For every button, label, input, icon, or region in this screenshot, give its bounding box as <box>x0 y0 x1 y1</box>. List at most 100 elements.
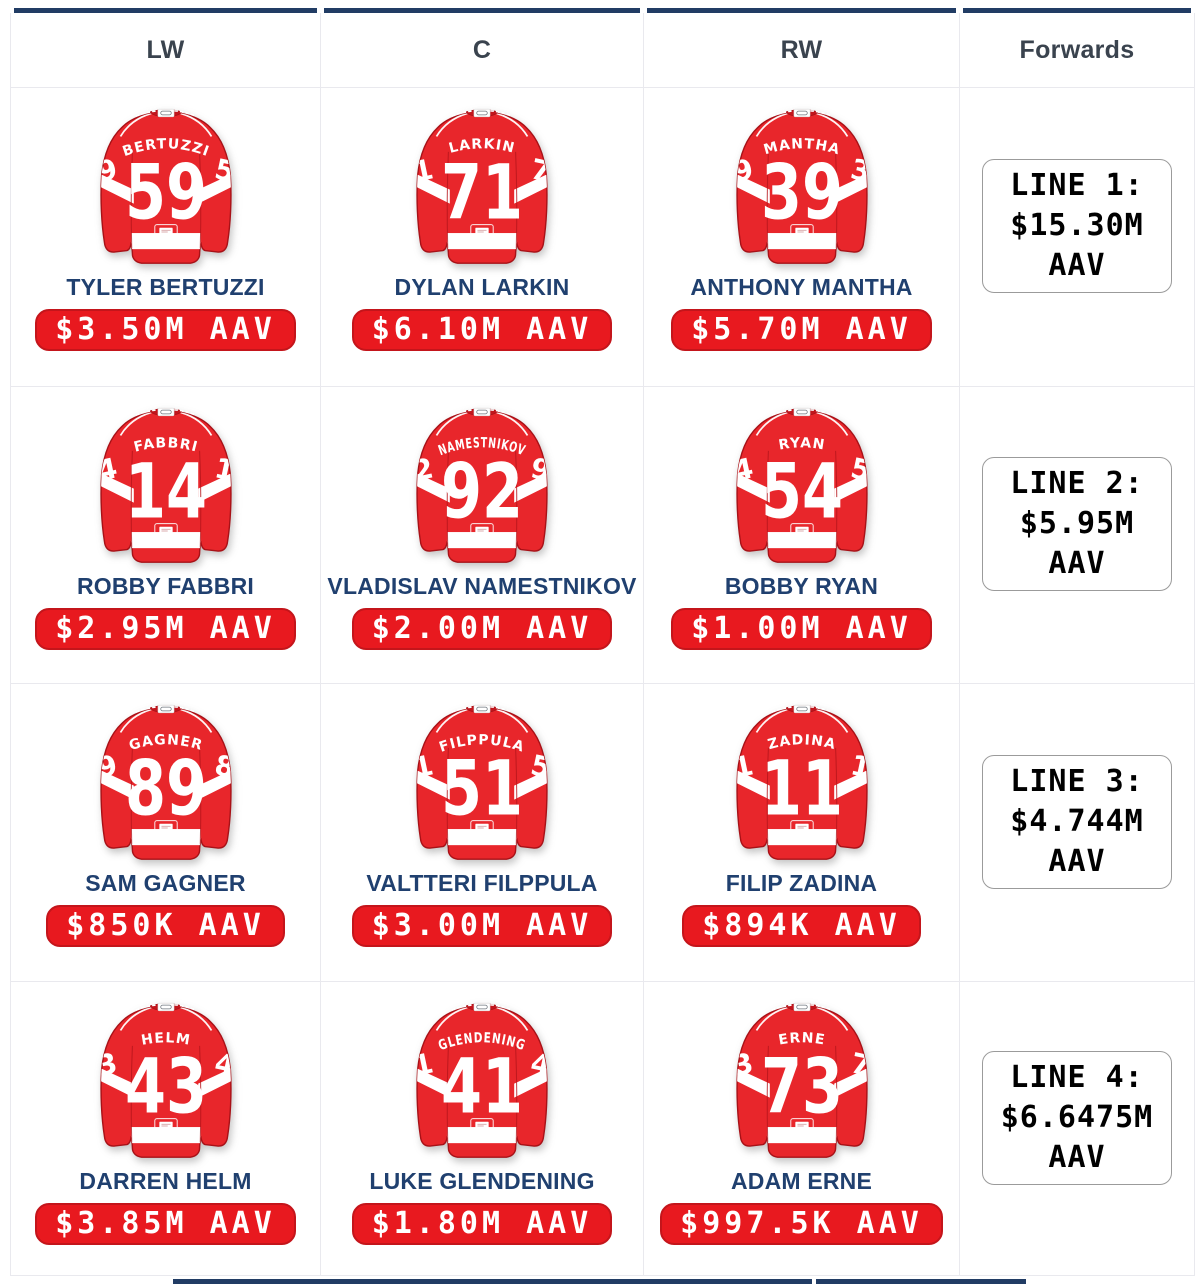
hem-tag-outline <box>470 1118 494 1132</box>
player-jersey[interactable]: 1 5 FILPPULA 51 <box>412 700 552 865</box>
right-sleeve-number: 7 <box>847 1046 871 1082</box>
jersey-number: 73 <box>760 1042 842 1130</box>
right-sleeve-stripe <box>197 470 231 503</box>
line-total-box: LINE 2: $5.95M AAV <box>982 457 1172 591</box>
hem-stripe <box>766 829 837 846</box>
hem-stripe <box>130 1127 201 1144</box>
player-name[interactable]: SAM GAGNER <box>85 870 246 896</box>
header-cell-rw: RW <box>644 8 960 88</box>
player-name[interactable]: DARREN HELM <box>79 1168 252 1194</box>
player-jersey[interactable]: 4 5 RYAN 54 <box>732 403 872 568</box>
hem-stripe <box>766 1127 837 1144</box>
jersey-number: 41 <box>441 1042 523 1130</box>
hem-tag-outline <box>470 820 494 834</box>
aav-badge: $5.70M AAV <box>671 309 932 351</box>
player-name[interactable]: LUKE GLENDENING <box>369 1168 595 1194</box>
right-sleeve-number: 8 <box>211 748 235 784</box>
collar-tag <box>157 1002 174 1012</box>
hem-tag <box>794 823 809 831</box>
left-sleeve-stripe <box>417 1065 450 1098</box>
jersey-nameplate: LARKIN <box>447 136 517 157</box>
aav-badge: $3.50M AAV <box>35 309 296 351</box>
jersey-back-icon: 3 4 HELM 43 <box>99 1002 232 1158</box>
hem-stripe <box>766 532 837 549</box>
hem-tag <box>794 227 809 235</box>
player-name[interactable]: VALTTERI FILPPULA <box>366 870 598 896</box>
right-sleeve-number: 1 <box>847 748 871 784</box>
left-sleeve-stripe <box>417 171 450 204</box>
player-jersey[interactable]: 1 7 LARKIN 71 <box>412 104 552 269</box>
jersey-number: 39 <box>760 148 842 236</box>
hem-tag <box>475 227 489 235</box>
right-sleeve-number: 5 <box>211 152 235 188</box>
left-sleeve-stripe <box>100 171 134 204</box>
aav-badge: $894K AAV <box>682 905 921 947</box>
player-card: 9 5 BERTUZZI 59 TYLER BERTUZZI $3.50M AA… <box>11 88 321 387</box>
collar-tag <box>793 407 810 417</box>
hem-stripe <box>130 829 201 846</box>
jersey-number: 11 <box>760 744 842 832</box>
player-jersey[interactable]: 9 5 BERTUZZI 59 <box>96 104 236 269</box>
header-label: Forwards <box>1019 35 1135 64</box>
jersey-number: 43 <box>124 1042 206 1130</box>
collar-tag <box>157 407 174 417</box>
player-name[interactable]: ANTHONY MANTHA <box>690 274 913 300</box>
player-jersey[interactable]: 3 4 HELM 43 <box>96 998 236 1163</box>
player-jersey[interactable]: 1 1 ZADINA 11 <box>732 700 872 865</box>
hem-tag-outline <box>153 523 178 537</box>
right-sleeve-number: 5 <box>847 451 871 487</box>
right-sleeve-number: 7 <box>528 152 552 188</box>
right-sleeve-number: 3 <box>847 152 871 188</box>
line-total-cell: LINE 2: $5.95M AAV <box>960 387 1194 684</box>
jersey-number: 51 <box>441 744 523 832</box>
left-sleeve-stripe <box>100 767 134 800</box>
header-label: C <box>472 35 492 64</box>
player-jersey[interactable]: 9 3 MANTHA 39 <box>732 104 872 269</box>
player-name[interactable]: VLADISLAV NAMESTNIKOV <box>327 573 637 599</box>
hem-tag <box>158 227 173 235</box>
player-jersey[interactable]: 2 9 NAMESTNIKOV 92 <box>412 403 552 568</box>
hem-stripe <box>447 1127 517 1144</box>
jersey-back-icon: 4 1 FABBRI 14 <box>99 407 232 563</box>
player-name[interactable]: ADAM ERNE <box>730 1168 873 1194</box>
jersey-nameplate: ZADINA <box>766 732 838 753</box>
jersey-back-icon: 4 5 RYAN 54 <box>735 407 871 563</box>
hem-stripe <box>130 532 201 549</box>
player-name[interactable]: DYLAN LARKIN <box>394 274 570 300</box>
jersey-back-icon: 3 7 ERNE 73 <box>735 1002 871 1158</box>
hem-tag-outline <box>789 224 814 238</box>
player-jersey[interactable]: 4 1 FABBRI 14 <box>96 403 236 568</box>
next-section-top-border <box>816 1279 1026 1284</box>
aav-badge: $850K AAV <box>46 905 285 947</box>
hem-tag <box>475 1121 489 1129</box>
jersey-back-icon: 1 5 FILPPULA 51 <box>416 704 552 860</box>
left-sleeve-stripe <box>417 767 450 800</box>
player-name[interactable]: FILIP ZADINA <box>725 870 878 896</box>
hem-stripe <box>130 233 201 250</box>
right-sleeve-stripe <box>833 470 867 503</box>
player-jersey[interactable]: 3 7 ERNE 73 <box>732 998 872 1163</box>
aav-badge: $1.00M AAV <box>671 608 932 650</box>
aav-badge: $1.80M AAV <box>351 1203 613 1245</box>
jersey-back-icon: 1 7 LARKIN 71 <box>416 108 552 264</box>
right-sleeve-number: 5 <box>528 748 552 784</box>
right-sleeve-number: 4 <box>528 1046 552 1082</box>
next-section-top-border <box>173 1279 812 1284</box>
player-name[interactable]: BOBBY RYAN <box>724 573 879 599</box>
player-jersey[interactable]: 1 4 GLENDENING 41 <box>412 998 552 1163</box>
left-sleeve-stripe <box>100 1065 134 1098</box>
player-card: 4 5 RYAN 54 BOBBY RYAN $1.00M AAV <box>644 387 960 684</box>
hem-tag <box>158 823 173 831</box>
right-sleeve-stripe <box>514 470 547 503</box>
forwards-table: LW C RW Forwards 9 5 BERTUZZI <box>10 8 1195 1276</box>
right-sleeve-stripe <box>197 767 231 800</box>
jersey-back-icon: 9 8 GAGNER 89 <box>99 704 235 860</box>
aav-badge: $3.00M AAV <box>351 905 613 947</box>
jersey-back-icon: 1 1 ZADINA 11 <box>735 704 871 860</box>
hem-tag-outline <box>470 523 494 537</box>
player-name[interactable]: TYLER BERTUZZI <box>66 274 265 300</box>
aav-badge: $2.95M AAV <box>35 608 296 650</box>
player-name[interactable]: ROBBY FABBRI <box>76 573 255 599</box>
hem-tag <box>158 526 173 534</box>
player-jersey[interactable]: 9 8 GAGNER 89 <box>96 700 236 865</box>
